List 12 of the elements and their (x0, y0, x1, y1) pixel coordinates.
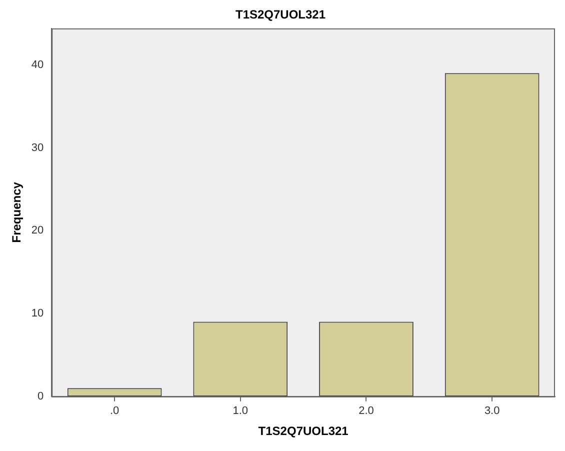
y-axis-title: Frequency (10, 182, 24, 243)
y-tick-label: 0 (38, 390, 44, 402)
x-tick-label: .0 (110, 405, 120, 418)
x-tick-label: 1.0 (232, 405, 248, 418)
y-tick-label: 40 (31, 58, 44, 71)
x-axis-title: T1S2Q7UOL321 (258, 424, 349, 438)
y-tick-label: 20 (31, 224, 44, 237)
x-tick-label: 2.0 (358, 405, 374, 418)
y-tick-label: 30 (31, 142, 44, 154)
x-tick-label: 3.0 (484, 405, 500, 418)
y-tick-label: 10 (31, 308, 44, 320)
chart-title: T1S2Q7UOL321 (235, 8, 326, 22)
